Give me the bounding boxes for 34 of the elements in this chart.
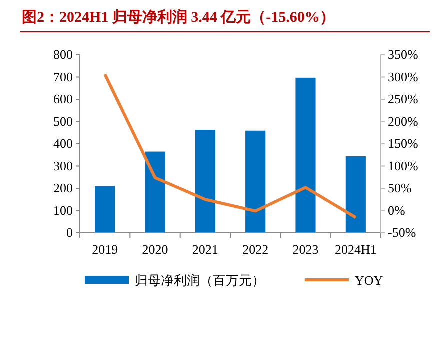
y-tick-label: 200 (54, 180, 73, 196)
y-tick-label: 0 (66, 225, 73, 240)
chart-title: 图2：2024H1 归母净利润 3.44 亿元（-15.60%） (22, 8, 335, 26)
y2-tick-label: 150% (388, 136, 418, 152)
y-tick-label: 500 (54, 114, 73, 129)
x-tick-label: 2021 (192, 242, 218, 258)
y2-tick-label: 50% (388, 180, 412, 196)
x-tick-label: 2024H1 (334, 242, 377, 258)
y2-tick-label: 350% (388, 47, 418, 62)
y2-tick-label: 250% (388, 92, 418, 107)
x-tick-label: 2020 (142, 242, 168, 258)
legend-label: YOY (355, 273, 384, 288)
y2-tick-label: 0% (388, 202, 406, 218)
y-tick-label: 700 (54, 69, 73, 84)
bar (346, 156, 366, 233)
x-tick-label: 2023 (292, 242, 319, 258)
y-tick-label: 400 (54, 136, 73, 152)
bar (296, 78, 316, 233)
y2-tick-label: -50% (388, 225, 416, 240)
y2-tick-label: 200% (388, 114, 418, 129)
legend-label: 归母净利润（百万元） (135, 273, 265, 288)
x-tick-label: 2022 (242, 242, 269, 258)
y-tick-label: 100 (54, 202, 73, 218)
bar (246, 130, 266, 233)
y-tick-label: 300 (54, 158, 73, 174)
bar (195, 130, 216, 233)
y-tick-label: 600 (54, 92, 73, 107)
y2-tick-label: 100% (388, 158, 418, 174)
bar (145, 152, 166, 233)
x-tick-label: 2019 (92, 242, 118, 258)
y-tick-label: 800 (54, 47, 73, 62)
y2-tick-label: 300% (388, 69, 418, 84)
bar (95, 186, 116, 233)
line-series (104, 73, 358, 220)
